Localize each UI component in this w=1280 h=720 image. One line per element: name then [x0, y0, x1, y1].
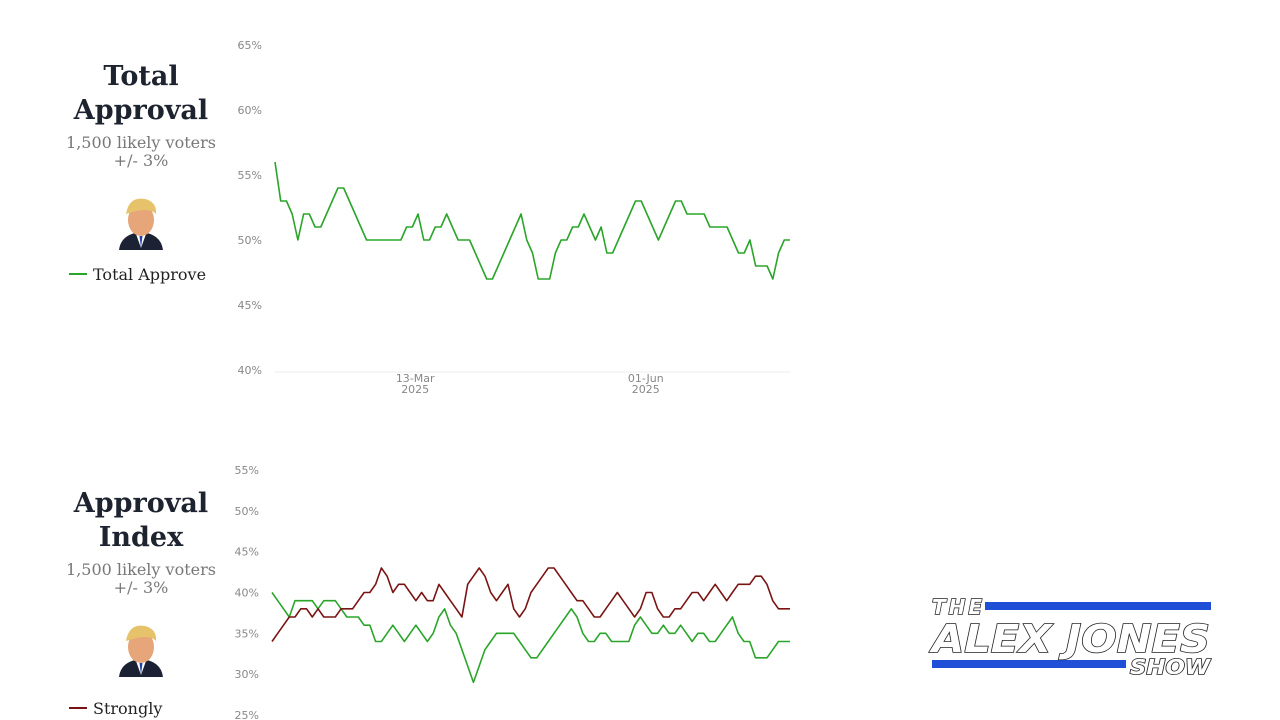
data-line — [274, 161, 790, 280]
logo-bar — [985, 602, 1211, 610]
portrait — [119, 625, 163, 677]
x-tick-label: 01-Jun — [628, 372, 664, 385]
y-tick-label: 45% — [238, 299, 262, 312]
y-tick-label: 45% — [235, 546, 259, 559]
data-line — [271, 567, 790, 642]
x-tick-label: 2025 — [401, 383, 429, 396]
logo-text: ALEX JONES — [929, 617, 1210, 661]
chart-subtitle: 1,500 likely voters — [66, 133, 216, 152]
legend-label: Strongly — [93, 699, 162, 718]
x-tick-label: 13-Mar — [396, 372, 435, 385]
y-tick-label: 55% — [238, 169, 262, 182]
data-line — [271, 592, 790, 684]
chart-title: Approval Index — [73, 488, 209, 553]
y-tick-label: 40% — [238, 364, 262, 377]
y-tick-label: 50% — [235, 505, 259, 518]
y-tick-label: 50% — [238, 234, 262, 247]
y-tick-label: 60% — [238, 104, 262, 117]
y-tick-label: 30% — [235, 668, 259, 681]
portrait — [119, 198, 163, 250]
chart-title: Total Approval — [73, 61, 209, 126]
chart-info: Approval Index 1,500 likely voters +/- 3… — [60, 487, 222, 597]
chart-subtitle: +/- 3% — [113, 151, 169, 170]
y-tick-label: 40% — [235, 587, 259, 600]
y-tick-label: 55% — [235, 464, 259, 477]
y-tick-label: 25% — [235, 709, 259, 720]
chart-info: Total Approval 1,500 likely voters +/- 3… — [60, 60, 222, 170]
logo-bar — [932, 660, 1126, 668]
logo-text: THE — [932, 595, 982, 619]
x-tick-label: 2025 — [632, 383, 660, 396]
y-tick-label: 65% — [238, 39, 262, 52]
legend-label: Total Approve — [93, 265, 206, 284]
chart-subtitle: 1,500 likely voters — [66, 560, 216, 579]
logo-text: SHOW — [1130, 655, 1211, 679]
logo: THE ALEX JONES SHOW — [928, 594, 1212, 680]
y-tick-label: 35% — [235, 627, 259, 640]
chart-subtitle: +/- 3% — [113, 578, 169, 597]
